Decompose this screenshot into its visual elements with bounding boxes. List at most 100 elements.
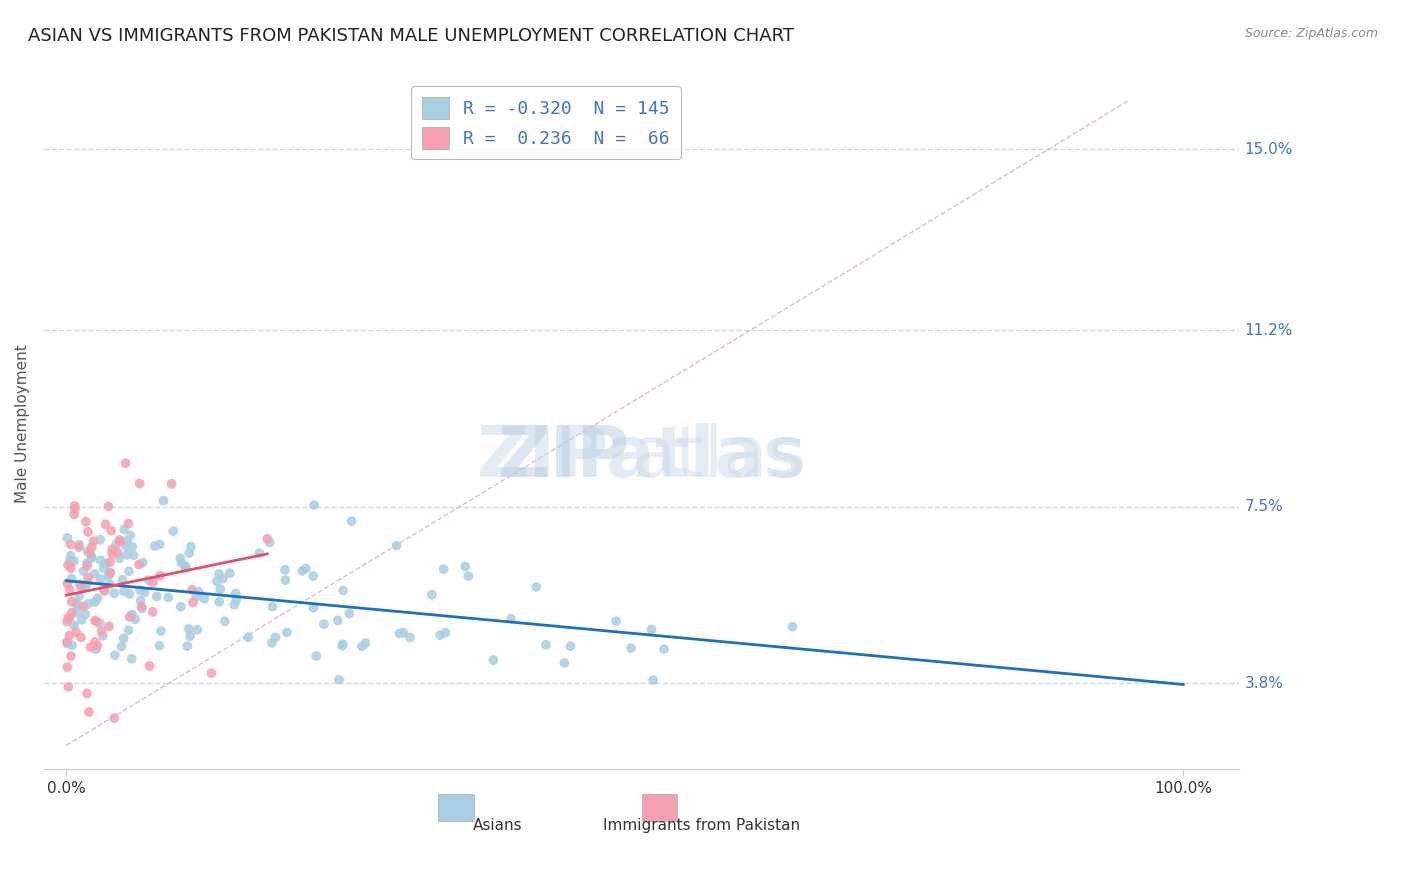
Point <box>399 631 422 645</box>
Point <box>177 622 200 636</box>
Point <box>118 610 141 624</box>
Point <box>112 522 135 536</box>
Point <box>67 589 90 603</box>
Point <box>80 551 103 566</box>
Point <box>56 531 79 545</box>
Point <box>56 635 79 649</box>
Legend: R = -0.320  N = 145, R =  0.236  N =  66: R = -0.320 N = 145, R = 0.236 N = 66 <box>411 87 681 160</box>
Point <box>98 577 121 591</box>
Point <box>148 639 170 653</box>
Point <box>66 599 89 613</box>
Point <box>160 476 183 491</box>
Point <box>332 583 354 598</box>
Point <box>90 572 112 586</box>
Point <box>388 626 411 640</box>
Point <box>260 636 283 650</box>
Text: 7.5%: 7.5% <box>1244 500 1284 515</box>
Point <box>83 595 105 609</box>
Point <box>59 561 82 575</box>
Point <box>187 584 209 599</box>
Point <box>131 556 153 570</box>
Point <box>101 542 124 557</box>
Point <box>152 493 174 508</box>
Point <box>91 629 114 643</box>
Text: 15.0%: 15.0% <box>1244 142 1294 156</box>
Point <box>66 597 89 611</box>
Text: ZIP: ZIP <box>498 424 630 492</box>
Point <box>302 569 325 583</box>
Point <box>103 711 125 725</box>
Point <box>170 556 193 570</box>
Point <box>262 599 284 614</box>
Point <box>93 582 115 597</box>
Point <box>79 546 101 560</box>
Point <box>181 595 204 609</box>
Point <box>58 628 80 642</box>
Point <box>56 615 79 629</box>
Point <box>67 538 90 552</box>
Point <box>83 534 105 549</box>
Point <box>60 606 83 620</box>
Point <box>84 614 107 628</box>
Point <box>80 549 103 564</box>
Point <box>129 583 152 598</box>
Point <box>100 524 122 538</box>
Point <box>218 566 240 581</box>
Point <box>76 559 98 574</box>
Point <box>145 590 167 604</box>
Point <box>72 599 94 614</box>
FancyBboxPatch shape <box>439 794 474 822</box>
Point <box>75 580 97 594</box>
Point <box>652 642 675 657</box>
Point <box>108 551 131 566</box>
Point <box>121 652 143 666</box>
Point <box>93 584 115 599</box>
Point <box>208 566 231 581</box>
Point <box>110 640 132 654</box>
FancyBboxPatch shape <box>641 794 678 822</box>
Point <box>124 612 146 626</box>
Text: Source: ZipAtlas.com: Source: ZipAtlas.com <box>1244 27 1378 40</box>
Point <box>104 648 127 663</box>
Point <box>96 557 118 571</box>
Text: Asians: Asians <box>474 818 523 833</box>
Point <box>63 554 86 568</box>
Point <box>107 546 129 560</box>
Point <box>65 625 87 640</box>
Point <box>429 628 451 642</box>
Point <box>643 673 665 687</box>
Point <box>328 673 350 687</box>
Point <box>256 532 278 546</box>
Point <box>385 539 408 553</box>
Point <box>225 586 247 600</box>
Point <box>98 619 121 633</box>
Point <box>89 533 111 547</box>
Point <box>291 564 314 578</box>
Point <box>59 549 82 563</box>
Point <box>186 623 208 637</box>
Point <box>454 559 477 574</box>
Point <box>98 555 121 569</box>
Point <box>56 576 79 591</box>
Point <box>89 553 111 567</box>
Point <box>86 615 108 629</box>
Point <box>128 558 150 572</box>
Point <box>782 620 804 634</box>
Point <box>131 601 153 615</box>
Point <box>276 625 298 640</box>
Point <box>354 636 377 650</box>
Point <box>149 568 172 582</box>
Point <box>214 614 236 628</box>
Point <box>274 573 297 587</box>
Text: ZIPatlas: ZIPatlas <box>477 424 807 492</box>
Text: 11.2%: 11.2% <box>1244 323 1294 338</box>
Point <box>326 614 349 628</box>
Point <box>108 533 131 547</box>
Point <box>114 456 136 470</box>
Point <box>224 598 246 612</box>
Point <box>332 637 354 651</box>
Point <box>56 637 79 651</box>
Point <box>115 539 138 553</box>
Point <box>205 574 228 589</box>
Point <box>238 631 260 645</box>
